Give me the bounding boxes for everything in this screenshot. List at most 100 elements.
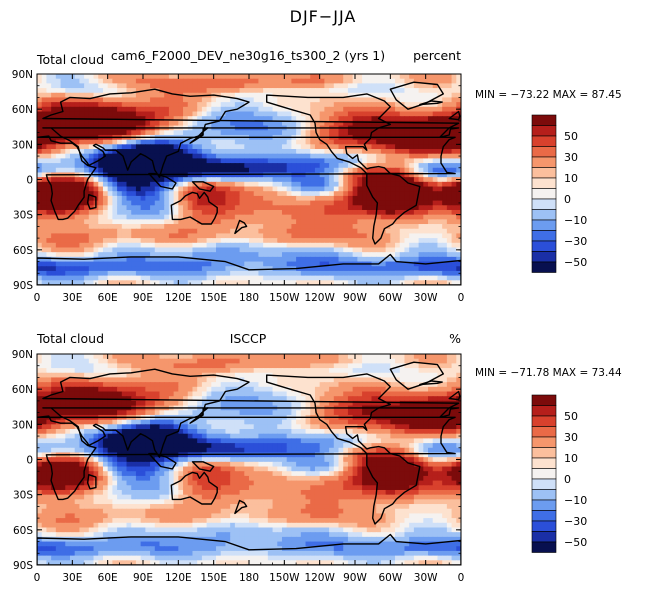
field-cell <box>220 195 227 202</box>
field-cell <box>98 280 104 285</box>
field-cell <box>347 386 354 393</box>
field-cell <box>244 377 250 383</box>
field-cell <box>399 111 406 117</box>
field-cell <box>187 181 194 188</box>
field-cell <box>300 363 307 369</box>
field-cell <box>437 358 443 364</box>
field-cell <box>446 74 453 80</box>
field-cell <box>442 247 448 253</box>
field-cell <box>362 200 368 206</box>
field-cell <box>69 270 76 277</box>
field-cell <box>305 78 311 84</box>
field-cell <box>390 177 396 183</box>
field-cell <box>451 358 457 364</box>
field-cell <box>51 358 57 364</box>
field-cell <box>197 111 203 117</box>
field-cell <box>319 191 325 197</box>
colorbar-swatch <box>531 188 557 200</box>
field-cell <box>319 372 325 379</box>
field-cell <box>272 252 278 258</box>
field-cell <box>428 205 434 211</box>
field-cell <box>51 368 57 374</box>
field-cell <box>178 386 184 393</box>
field-cell <box>225 111 231 117</box>
field-cell <box>366 177 373 183</box>
field-cell <box>112 195 118 202</box>
x-tick-label: 60W <box>378 292 402 304</box>
field-cell <box>343 209 349 216</box>
field-cell <box>380 78 387 84</box>
field-cell <box>150 74 156 80</box>
field-cell <box>376 354 382 360</box>
field-cell <box>385 209 391 216</box>
field-cell <box>74 372 80 379</box>
field-cell <box>220 228 227 235</box>
field-cell <box>102 280 109 285</box>
field-cell <box>178 280 184 285</box>
field-cell <box>239 92 245 99</box>
field-cell <box>338 214 344 220</box>
field-cell <box>432 102 439 108</box>
field-cell <box>399 233 406 239</box>
field-cell <box>333 382 340 388</box>
field-cell <box>333 214 340 220</box>
field-cell <box>37 120 43 127</box>
field-cell <box>347 368 354 374</box>
field-cell <box>187 377 194 383</box>
field-cell <box>446 372 453 379</box>
field-cell <box>239 363 245 369</box>
field-cell <box>347 209 354 216</box>
field-cell <box>88 97 95 103</box>
field-cell <box>277 149 283 155</box>
field-cell <box>135 191 142 197</box>
field-cell <box>418 111 424 117</box>
field-cell <box>112 382 118 388</box>
field-cell <box>84 386 90 393</box>
field-cell <box>159 102 165 108</box>
field-cell <box>324 83 330 89</box>
field-cell <box>159 205 165 211</box>
field-cell <box>168 363 175 369</box>
field-cell <box>319 247 325 253</box>
field-cell <box>84 88 90 94</box>
field-cell <box>296 181 302 188</box>
field-cell <box>244 167 250 174</box>
field-cell <box>55 83 62 89</box>
field-cell <box>413 242 420 249</box>
field-cell <box>432 238 439 244</box>
field-cell <box>51 372 57 379</box>
field-cell <box>216 195 222 202</box>
field-cell <box>390 158 396 164</box>
field-cell <box>55 238 62 244</box>
field-cell <box>107 177 113 183</box>
field-cell <box>380 88 387 94</box>
field-cell <box>310 233 316 239</box>
field-cell <box>437 256 443 263</box>
field-cell <box>451 261 457 267</box>
coastlines <box>37 81 461 285</box>
field-cell <box>234 149 241 155</box>
field-cell <box>102 191 109 197</box>
field-cell <box>272 261 278 267</box>
field-cell <box>84 191 90 197</box>
field-cell <box>121 167 128 174</box>
field-cell <box>201 368 208 374</box>
field-cell <box>347 233 354 239</box>
field-cell <box>88 233 95 239</box>
field-cell <box>140 92 146 99</box>
field-cell <box>305 172 311 178</box>
field-cell <box>55 158 62 164</box>
field-cell <box>333 256 340 263</box>
field-cell <box>239 149 245 155</box>
field-cell <box>230 252 236 258</box>
field-cell <box>79 74 85 80</box>
field-cell <box>324 280 330 285</box>
field-cell <box>305 158 311 164</box>
field-cell <box>446 386 453 393</box>
field-cell <box>343 256 349 263</box>
field-cell <box>300 252 307 258</box>
field-cell <box>333 233 340 239</box>
field-cell <box>69 358 76 364</box>
field-cell <box>65 74 71 80</box>
field-cell <box>286 275 292 281</box>
